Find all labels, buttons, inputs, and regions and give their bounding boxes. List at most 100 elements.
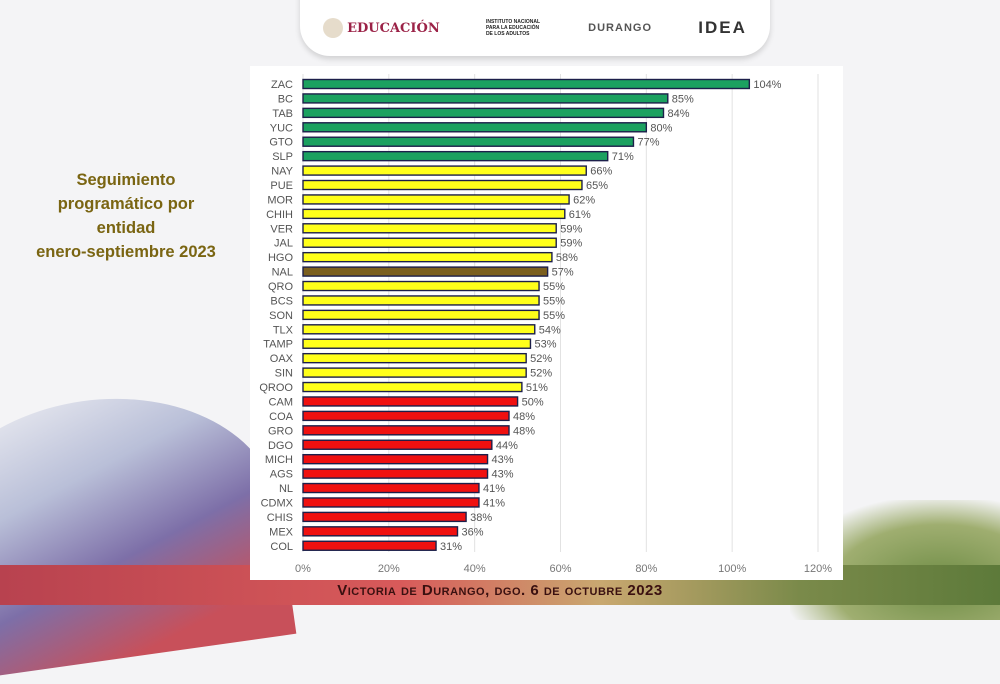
logo-idea: IDEA <box>698 18 747 38</box>
x-tick-label: 80% <box>635 563 657 575</box>
bar-coa <box>302 410 510 422</box>
seal-icon <box>323 18 344 38</box>
data-label: 80% <box>650 122 672 134</box>
x-tick-label: 0% <box>295 563 311 575</box>
data-label: 36% <box>462 526 484 538</box>
data-label: 55% <box>543 281 565 293</box>
title-line: Seguimiento <box>76 171 176 189</box>
category-label: DGO <box>268 440 294 452</box>
data-label: 43% <box>492 454 514 466</box>
bar-pue <box>302 179 583 191</box>
category-label: TAMP <box>263 339 293 351</box>
category-label: VER <box>270 223 293 235</box>
category-label: QRO <box>268 281 294 293</box>
bar-bc <box>302 93 669 104</box>
data-label: 43% <box>492 469 514 481</box>
bar-gto <box>302 136 635 147</box>
data-label: 54% <box>539 324 561 336</box>
category-label: COA <box>269 411 294 423</box>
x-tick-label: 20% <box>378 563 400 575</box>
logo-header: EDUCACIÓN INSTITUTO NACIONAL PARA LA EDU… <box>300 0 770 56</box>
data-label: 55% <box>543 310 565 322</box>
bar-son <box>302 309 540 321</box>
x-tick-label: 100% <box>718 563 746 575</box>
logo-inea: INSTITUTO NACIONAL PARA LA EDUCACIÓN DE … <box>486 19 542 37</box>
bar-zac <box>302 78 751 90</box>
category-label: TLX <box>273 324 294 336</box>
data-label: 59% <box>560 223 582 235</box>
data-label: 77% <box>637 137 659 149</box>
logo-durango: DURANGO <box>588 22 652 34</box>
bar-ver <box>302 223 557 234</box>
logo-educacion-text: EDUCACIÓN <box>347 20 440 36</box>
category-label: MOR <box>267 194 293 206</box>
bar-slp <box>302 150 609 162</box>
category-label: OAX <box>270 353 294 365</box>
data-label: 71% <box>612 151 634 163</box>
category-label: CHIS <box>267 512 293 524</box>
title-line: enero-septiembre 2023 <box>36 243 216 261</box>
category-label: CDMX <box>261 497 294 509</box>
logo-idea-text: IDEA <box>698 18 747 37</box>
bar-mex <box>302 526 459 537</box>
category-label: NL <box>279 483 293 495</box>
title-line: entidad <box>96 219 156 237</box>
data-label: 41% <box>483 497 505 509</box>
category-label: GRO <box>268 425 294 437</box>
bar-col <box>302 540 437 551</box>
category-label: QROO <box>259 382 293 394</box>
bar-oax <box>302 352 527 364</box>
category-label: BCS <box>270 295 293 307</box>
bar-dgo <box>302 439 493 450</box>
footer-date: Victoria de Durango, dgo. 6 de octubre 2… <box>337 582 663 599</box>
bar-hgo <box>302 251 553 263</box>
chart-svg: 0% 20% 40% 60% 80% 100% 120% ZAC 104% BC 85% TAB 84%… <box>259 74 832 575</box>
data-label: 66% <box>590 166 612 178</box>
x-tick-label: 120% <box>804 563 832 575</box>
bar-ags <box>302 468 489 479</box>
bar-tlx <box>302 324 536 335</box>
data-label: 62% <box>573 194 595 206</box>
data-label: 61% <box>569 209 591 221</box>
data-label: 58% <box>556 252 578 264</box>
data-label: 65% <box>586 180 608 192</box>
category-label: GTO <box>269 137 293 149</box>
logo-inea-text: INSTITUTO NACIONAL PARA LA EDUCACIÓN DE … <box>485 19 540 37</box>
category-label: PUE <box>270 180 293 192</box>
data-label: 48% <box>513 411 535 423</box>
data-label: 59% <box>560 238 582 250</box>
category-label: CHIH <box>266 209 293 221</box>
data-label: 53% <box>534 339 556 351</box>
bar-chih <box>302 208 566 220</box>
bar-qro <box>302 280 540 292</box>
bar-mich <box>302 453 489 465</box>
logo-durango-text: DURANGO <box>588 22 653 34</box>
category-label: TAB <box>272 108 293 120</box>
category-label: HGO <box>268 252 294 264</box>
data-label: 84% <box>668 108 690 120</box>
bar-gro <box>302 425 510 436</box>
bar-sin <box>302 367 527 378</box>
data-label: 44% <box>496 440 518 452</box>
bar-tamp <box>302 338 532 349</box>
bar-nl <box>302 482 480 494</box>
bar-cdmx <box>302 497 480 508</box>
category-label: SLP <box>272 151 293 163</box>
data-label: 52% <box>530 368 552 380</box>
bar-chart: 0% 20% 40% 60% 80% 100% 120% ZAC 104% BC 85% TAB 84%… <box>250 66 843 580</box>
data-label: 85% <box>672 93 694 105</box>
bar-bcs <box>302 295 540 306</box>
slide-title: Seguimiento programático por entidad ene… <box>10 168 242 264</box>
data-label: 41% <box>483 483 505 495</box>
data-label: 31% <box>440 541 462 553</box>
x-tick-label: 40% <box>464 563 486 575</box>
x-tick-label: 60% <box>549 563 571 575</box>
bar-cam <box>302 396 519 407</box>
data-label: 38% <box>470 512 492 524</box>
category-label: NAL <box>272 267 293 279</box>
category-label: YUC <box>270 122 293 134</box>
bar-qroo <box>302 381 523 393</box>
bar-yuc <box>302 122 648 133</box>
category-label: JAL <box>274 238 293 250</box>
category-label: CAM <box>269 396 293 408</box>
